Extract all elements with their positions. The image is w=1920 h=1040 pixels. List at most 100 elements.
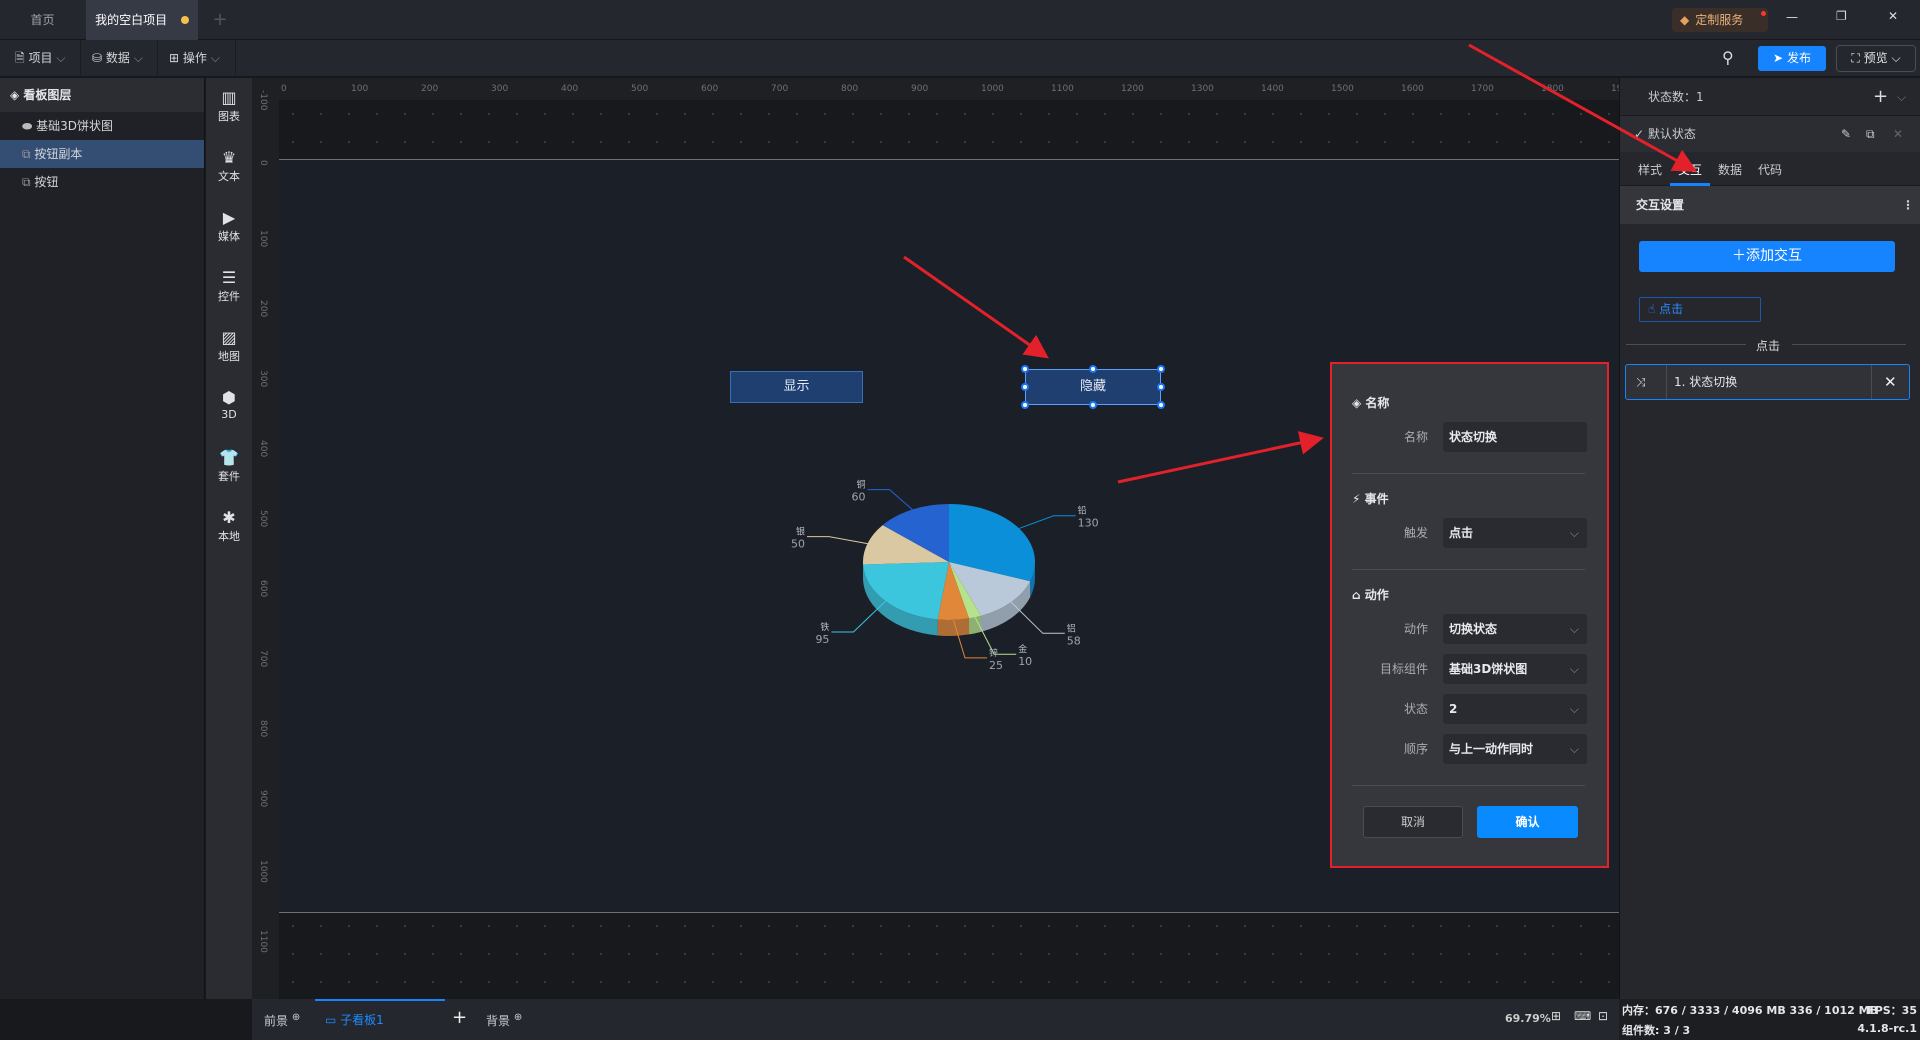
ruler-tick-label: 1800 <box>1541 84 1564 94</box>
resize-handle[interactable] <box>1157 383 1165 391</box>
resize-handle[interactable] <box>1089 401 1097 409</box>
zoom-level[interactable]: 69.79% <box>1505 1012 1551 1025</box>
add-board-button[interactable]: + <box>452 1007 468 1028</box>
chevron-down-icon[interactable]: ⌵ <box>1897 90 1907 104</box>
version-label: 4.1.8-rc.1 <box>1857 1022 1917 1035</box>
check-icon: ✓ <box>1634 127 1645 141</box>
pie-label-value: 60 <box>852 491 866 504</box>
preview-button[interactable]: ⛶ 预览 ⌵ <box>1836 45 1916 72</box>
layers-icon: ◈ <box>10 88 20 102</box>
pie-slice-锌[interactable] <box>937 562 970 620</box>
action-item[interactable]: ⤨ 1. 状态切换 ✕ <box>1625 364 1910 400</box>
action-select[interactable]: 切换状态 ⌵ <box>1443 614 1587 644</box>
trigger-select[interactable]: 点击 ⌵ <box>1443 518 1587 548</box>
pie-slice-铝[interactable] <box>949 562 1031 616</box>
resize-handle[interactable] <box>1021 383 1029 391</box>
pie-slice-side <box>863 564 938 636</box>
state-value: 2 <box>1449 702 1458 716</box>
publish-button[interactable]: ➤ 发布 <box>1758 46 1826 71</box>
pie-slice-金[interactable] <box>949 562 982 619</box>
tab-code[interactable]: 代码 <box>1758 163 1783 177</box>
subboard-tab[interactable]: ▭ 子看板1 <box>315 999 445 1040</box>
component-kit[interactable]: 👕 套件 <box>206 448 252 484</box>
layer-item-button-copy[interactable]: ⧉ 按钮副本 <box>0 140 204 168</box>
pie-slice-铁[interactable] <box>863 562 949 620</box>
component-3d[interactable]: ⬢ 3D <box>206 388 252 421</box>
component-media[interactable]: ▶ 媒体 <box>206 208 252 244</box>
action-config-dialog: ◈ 名称 名称 状态切换 ⚡ 事件 触发 点击 ⌵ ⌂ 动作 动作 切换状态 ⌵ 目… <box>1330 362 1609 868</box>
pie-leader-line <box>831 600 886 633</box>
diamond-icon: ◆ <box>1680 13 1690 27</box>
resize-handle[interactable] <box>1089 365 1097 373</box>
action-section-header: ⌂ 动作 <box>1352 586 1389 603</box>
toolbar: 🗎 项目 ⌵ ⛁ 数据 ⌵ ⊞ 操作 ⌵ ⚲ ➤ 发布 ⛶ 预览 ⌵ <box>0 40 1920 77</box>
show-button[interactable]: 显示 <box>730 371 863 403</box>
confirm-button[interactable]: 确认 <box>1477 806 1578 838</box>
state-count-value: 1 <box>1696 90 1704 104</box>
resize-handle[interactable] <box>1021 401 1029 409</box>
cancel-button[interactable]: 取消 <box>1363 806 1463 838</box>
component-local[interactable]: ✱ 本地 <box>206 508 252 544</box>
pie-label-name: 铁 <box>820 621 829 633</box>
layer-item-pie[interactable]: ⬬ 基础3D饼状图 <box>0 112 204 140</box>
new-tab-button[interactable]: + <box>212 9 228 30</box>
restore-button[interactable]: ❐ <box>1836 9 1847 23</box>
target-value: 基础3D饼状图 <box>1449 662 1528 676</box>
terminal-icon[interactable]: ⊡ <box>1598 1009 1609 1023</box>
tab-project[interactable]: 我的空白项目 <box>86 0 198 40</box>
more-icon[interactable]: ⋮ <box>1902 198 1914 212</box>
copy-icon[interactable]: ⧉ <box>1866 127 1875 141</box>
publish-label: 发布 <box>1786 51 1811 65</box>
pie-slice-银[interactable] <box>863 525 949 565</box>
menu-project[interactable]: 🗎 项目 ⌵ <box>5 40 81 77</box>
add-circle-icon[interactable]: ⊕ <box>513 1012 523 1023</box>
state-select[interactable]: 2 ⌵ <box>1443 694 1587 724</box>
name-input[interactable]: 状态切换 <box>1443 422 1587 452</box>
custom-service-button[interactable]: ◆ 定制服务 <box>1672 8 1768 32</box>
tab-data[interactable]: 数据 <box>1718 163 1743 177</box>
foreground-tab[interactable]: 前景 ⊕ <box>264 1012 300 1029</box>
pie-slice-铅[interactable] <box>949 504 1035 582</box>
remove-action-icon[interactable]: ✕ <box>1884 373 1897 391</box>
search-icon[interactable]: ⚲ <box>1722 48 1734 67</box>
component-map[interactable]: ▨ 地图 <box>206 328 252 364</box>
background-tab[interactable]: 背景 ⊕ <box>486 1012 522 1029</box>
delete-state-icon[interactable]: ✕ <box>1893 127 1904 141</box>
list-icon: ☰ <box>221 268 237 287</box>
pie-leader-line <box>806 536 868 545</box>
component-text[interactable]: ♛ 文本 <box>206 148 252 184</box>
default-state-row[interactable]: ✓ 默认状态 ✎ ⧉ ✕ <box>1620 116 1920 152</box>
component-control[interactable]: ☰ 控件 <box>206 268 252 304</box>
hide-button[interactable]: 隐藏 <box>1025 369 1161 405</box>
edit-icon[interactable]: ✎ <box>1841 127 1852 141</box>
tab-style[interactable]: 样式 <box>1638 163 1663 177</box>
ruler-tick-label: 100 <box>258 230 268 248</box>
order-select[interactable]: 与上一动作同时 ⌵ <box>1443 734 1587 764</box>
chevron-down-icon: ⌵ <box>1569 526 1579 540</box>
target-select[interactable]: 基础3D饼状图 ⌵ <box>1443 654 1587 684</box>
add-circle-icon[interactable]: ⊕ <box>291 1012 301 1023</box>
component-chart[interactable]: ▥ 图表 <box>206 88 252 124</box>
layer-item-button[interactable]: ⧉ 按钮 <box>0 168 204 196</box>
layer-label: 按钮副本 <box>34 147 83 161</box>
pie-slice-铜[interactable] <box>882 504 949 562</box>
resize-handle[interactable] <box>1021 365 1029 373</box>
menu-data[interactable]: ⛁ 数据 ⌵ <box>82 40 158 77</box>
add-interaction-button[interactable]: ＋添加交互 <box>1639 241 1895 272</box>
ruler-tick-label: 1200 <box>1121 84 1144 94</box>
tab-interaction[interactable]: 交互 <box>1678 163 1703 177</box>
menu-label: 操作 <box>182 51 207 65</box>
default-state-label: 默认状态 <box>1647 127 1696 141</box>
add-state-icon[interactable]: + <box>1873 86 1889 107</box>
resize-handle[interactable] <box>1157 365 1165 373</box>
resize-handle[interactable] <box>1157 401 1165 409</box>
tab-home[interactable]: 首页 <box>0 0 85 40</box>
trigger-chip-click[interactable]: ☝ 点击 <box>1639 297 1761 322</box>
fit-screen-icon[interactable]: ⊞ <box>1551 1009 1562 1023</box>
close-window-button[interactable]: ✕ <box>1888 9 1899 23</box>
minimize-button[interactable]: — <box>1786 10 1798 24</box>
menu-operate[interactable]: ⊞ 操作 ⌵ <box>159 40 236 77</box>
shirt-icon: 👕 <box>219 448 239 467</box>
keyboard-icon[interactable]: ⌨ <box>1574 1009 1592 1023</box>
